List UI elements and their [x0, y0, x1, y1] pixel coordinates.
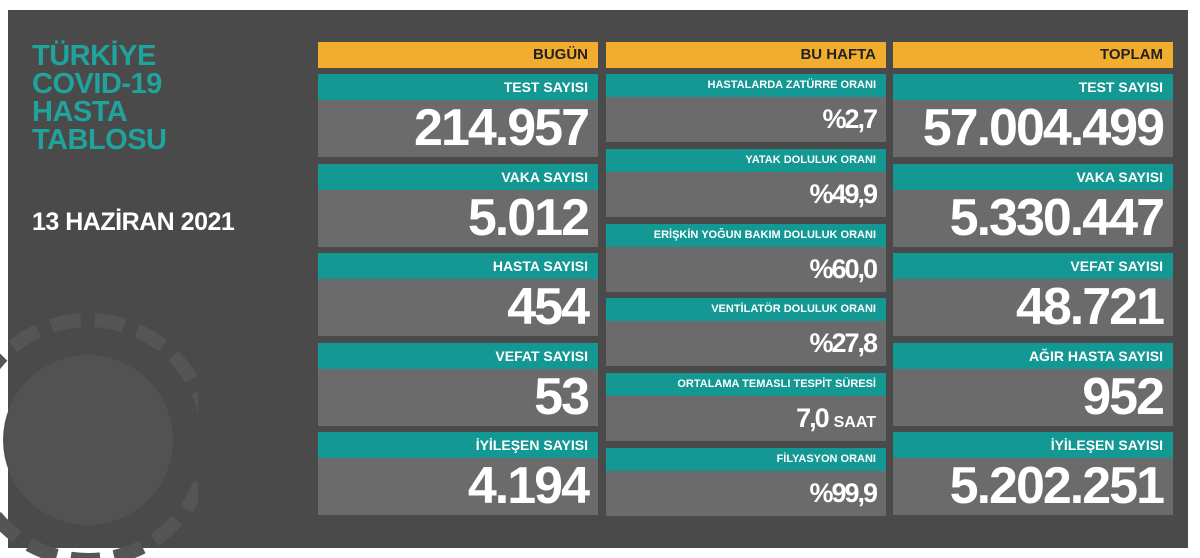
value-text: 7,0 — [796, 403, 830, 434]
value-text: %2,7 — [822, 104, 878, 134]
item-label: VAKA SAYISI — [893, 163, 1173, 190]
item-label: VEFAT SAYISI — [318, 342, 598, 369]
date: 13 HAZİRAN 2021 — [32, 208, 235, 236]
item-label: TEST SAYISI — [318, 74, 598, 100]
title-line: TABLOSU — [32, 124, 167, 156]
item-label: VENTİLATÖR DOLULUK ORANI — [606, 298, 886, 322]
value-text: %49,9 — [809, 178, 878, 209]
title-line: TÜRKİYE — [32, 40, 156, 72]
column-header: TOPLAM — [893, 42, 1173, 68]
value-text: 5.012 — [467, 188, 590, 247]
item-label: TEST SAYISI — [893, 74, 1173, 100]
item-value: 952 — [893, 367, 1173, 426]
item-label: HASTA SAYISI — [318, 253, 598, 279]
item-value: 57.004.499 — [893, 100, 1173, 157]
item-value: 214.957 — [318, 100, 598, 157]
value-text: %60,0 — [809, 253, 878, 284]
value-text: 5.202.251 — [949, 457, 1165, 515]
item-value: 4.194 — [318, 458, 598, 515]
value-text: 57.004.499 — [922, 99, 1165, 157]
value-text: 53 — [534, 367, 590, 426]
value-text: 952 — [1082, 367, 1165, 426]
value-text: 214.957 — [414, 99, 590, 157]
item-value: 5.012 — [318, 188, 598, 247]
item-label: VEFAT SAYISI — [893, 253, 1173, 279]
item-value: %49,9 — [606, 171, 886, 217]
item-label: YATAK DOLULUK ORANI — [606, 148, 886, 172]
column-header: BU HAFTA — [606, 42, 886, 68]
item-value: 53 — [318, 367, 598, 426]
item-label: HASTALARDA ZATÜRRE ORANI — [606, 74, 886, 97]
item-value: 48.721 — [893, 279, 1173, 336]
item-value: %60,0 — [606, 246, 886, 292]
value-text: 454 — [507, 278, 590, 336]
value-text: 5.330.447 — [949, 188, 1165, 247]
item-value: %27,8 — [606, 321, 886, 367]
item-label: İYİLEŞEN SAYISI — [893, 432, 1173, 458]
title: TÜRKİYE COVID-19 HASTA TABLOSU — [32, 40, 167, 156]
item-label: ORTALAMA TEMASLI TESPİT SÜRESİ — [606, 373, 886, 397]
item-label: FİLYASYON ORANI — [606, 448, 886, 471]
item-value: 5.202.251 — [893, 458, 1173, 515]
item-value: 454 — [318, 279, 598, 336]
item-value: %99,9 — [606, 471, 886, 516]
value-unit: SAAT — [833, 414, 876, 432]
title-line: HASTA — [32, 96, 128, 128]
item-label: İYİLEŞEN SAYISI — [318, 432, 598, 458]
item-label: ERİŞKİN YOĞUN BAKIM DOLULUK ORANI — [606, 223, 886, 247]
value-text: 4.194 — [467, 457, 590, 515]
value-text: 48.721 — [1015, 278, 1165, 336]
column-header: BUGÜN — [318, 42, 598, 68]
item-label: VAKA SAYISI — [318, 163, 598, 190]
item-label: AĞIR HASTA SAYISI — [893, 342, 1173, 369]
item-value: 7,0 SAAT — [606, 396, 886, 442]
item-value: 5.330.447 — [893, 188, 1173, 247]
item-value: %2,7 — [606, 97, 886, 142]
value-text: %99,9 — [809, 478, 878, 508]
value-text: %27,8 — [809, 328, 878, 359]
title-line: COVID-19 — [32, 68, 162, 100]
emblem — [0, 313, 198, 558]
